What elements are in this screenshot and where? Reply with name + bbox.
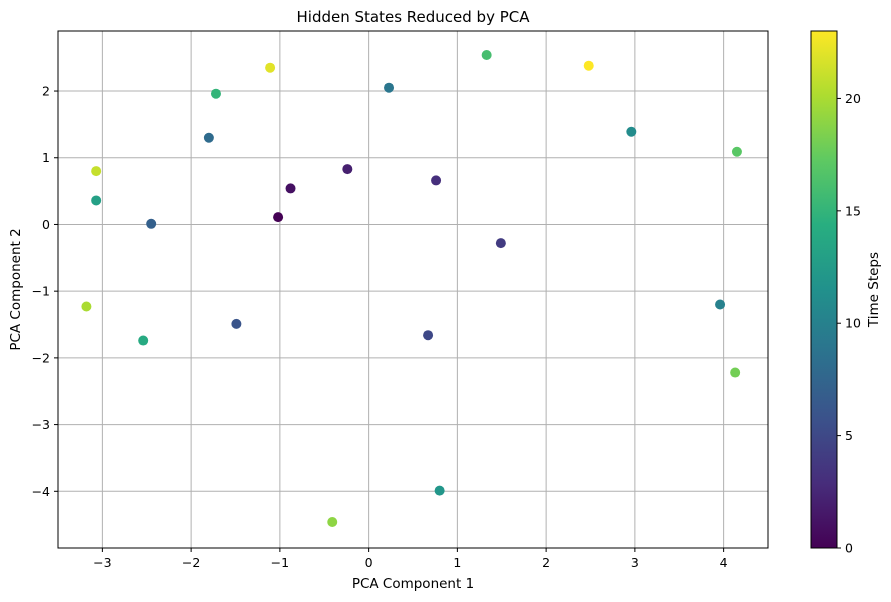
colorbar-tick-label: 0 [845,541,853,556]
y-tick-label: −2 [32,350,50,365]
y-axis-ticks: −4 −3 −2 −1 0 1 2 [32,84,58,499]
x-tick-label: 1 [453,555,461,570]
y-tick-label: −1 [32,284,50,299]
scatter-point [285,183,296,194]
scatter-point [423,330,434,341]
scatter-point [626,126,637,137]
scatter-point [273,212,284,223]
y-tick-label: 2 [42,84,50,99]
scatter-point [91,195,102,206]
scatter-point [203,132,214,143]
scatter-point [146,218,157,229]
scatter-point [495,238,506,249]
scatter-point [481,50,492,61]
colorbar-tick-label: 15 [845,203,861,218]
x-axis-ticks: −3 −2 −1 0 1 2 3 4 [93,548,728,570]
y-tick-label: 0 [42,217,50,232]
scatter-point [342,164,353,175]
colorbar [811,31,837,548]
scatter-points [81,50,742,527]
y-tick-label: −4 [32,484,50,499]
x-axis-label: PCA Component 1 [352,576,474,592]
scatter-point [384,82,395,93]
x-tick-label: −3 [93,555,111,570]
scatter-point [210,88,221,99]
y-tick-label: −3 [32,417,50,432]
scatter-point [715,299,726,310]
scatter-point [431,175,442,186]
scatter-point [231,318,242,329]
colorbar-label: Time Steps [866,252,882,328]
y-axis-label: PCA Component 2 [8,228,24,350]
x-tick-label: 2 [542,555,550,570]
scatter-point [138,335,149,346]
scatter-point [91,166,102,177]
x-tick-label: −2 [182,555,200,570]
chart-title: Hidden States Reduced by PCA [297,8,531,26]
scatter-point [434,485,445,496]
x-tick-label: −1 [271,555,289,570]
colorbar-tick-label: 5 [845,428,853,443]
x-tick-label: 4 [720,555,728,570]
scatter-point [327,516,338,527]
scatter-point [265,62,276,73]
x-tick-label: 3 [631,555,639,570]
colorbar-frame [810,30,838,549]
scatter-point [583,60,594,71]
scatter-point [730,367,741,378]
colorbar-tick-label: 20 [845,91,861,106]
scatter-point [731,146,742,157]
y-tick-label: 1 [42,150,50,165]
plot-frame [57,30,769,549]
x-tick-label: 0 [365,555,373,570]
scatter-point [81,301,92,312]
grid [58,31,768,548]
colorbar-ticks: 0 5 10 15 20 [837,91,861,556]
colorbar-tick-label: 10 [845,316,861,331]
